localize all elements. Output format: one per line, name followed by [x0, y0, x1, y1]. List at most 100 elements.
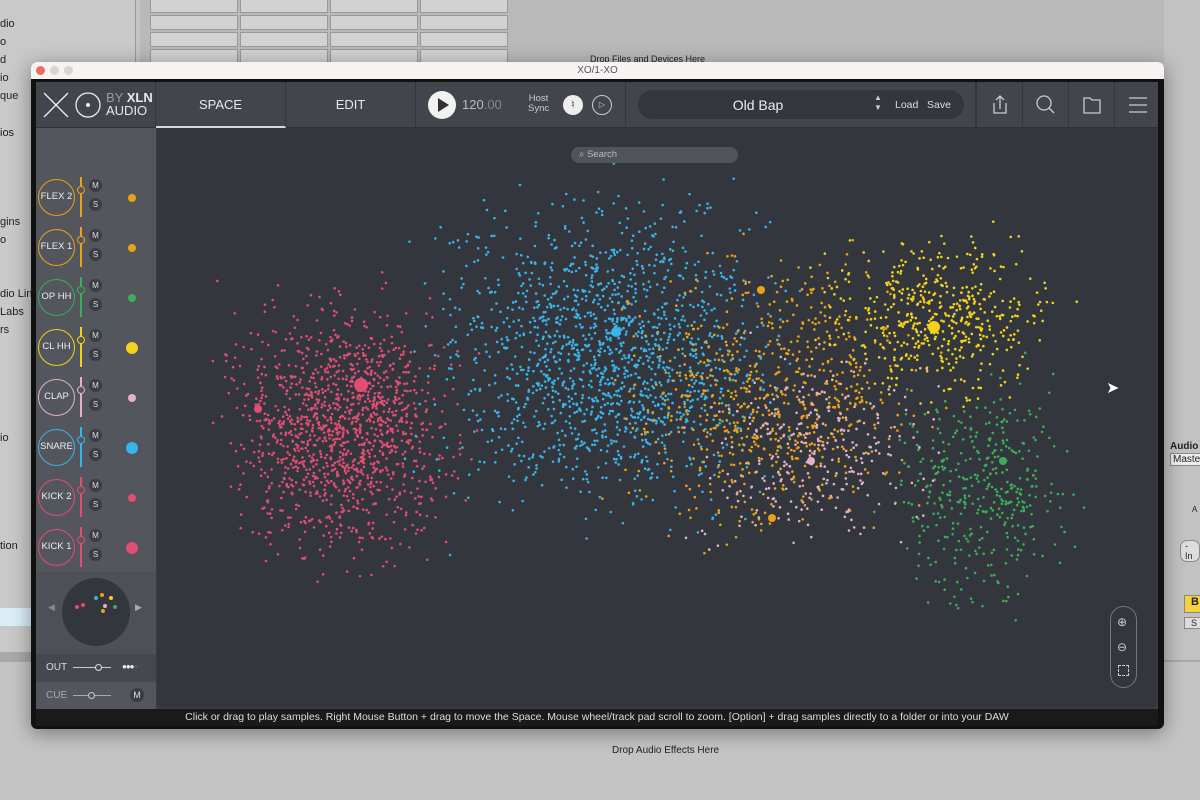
sample-dot[interactable]	[721, 394, 725, 397]
sample-dot[interactable]	[506, 392, 509, 396]
sample-dot[interactable]	[1008, 396, 1012, 399]
sample-dot[interactable]	[387, 473, 390, 476]
sample-dot[interactable]	[715, 352, 718, 355]
sample-dot[interactable]	[919, 402, 922, 405]
sample-dot[interactable]	[909, 354, 913, 358]
sample-dot[interactable]	[661, 203, 664, 207]
sample-dot[interactable]	[318, 495, 322, 498]
sample-dot[interactable]	[844, 416, 848, 419]
sample-dot[interactable]	[1020, 509, 1023, 513]
sample-dot[interactable]	[817, 336, 820, 340]
sample-dot[interactable]	[632, 387, 636, 390]
sample-dot[interactable]	[270, 516, 273, 520]
sample-dot[interactable]	[728, 350, 731, 353]
sample-dot[interactable]	[732, 397, 736, 401]
sample-dot[interactable]	[290, 483, 293, 487]
sample-dot[interactable]	[273, 305, 276, 309]
sample-dot[interactable]	[620, 399, 623, 403]
sample-dot[interactable]	[787, 518, 791, 521]
sample-dot[interactable]	[298, 488, 302, 492]
sample-dot[interactable]	[629, 278, 632, 281]
sample-dot[interactable]	[571, 262, 575, 266]
sample-dot[interactable]	[676, 334, 680, 337]
sample-dot[interactable]	[1002, 418, 1006, 421]
sample-dot[interactable]	[547, 334, 551, 338]
sample-dot[interactable]	[264, 418, 268, 422]
sample-dot[interactable]	[654, 404, 657, 408]
sample-dot[interactable]	[285, 484, 289, 488]
sample-dot[interactable]	[520, 459, 523, 463]
sample-dot[interactable]	[588, 369, 592, 373]
sample-dot[interactable]	[865, 401, 868, 404]
sample-dot[interactable]	[356, 499, 359, 503]
sample-dot[interactable]	[347, 417, 351, 421]
sample-dot[interactable]	[761, 477, 764, 480]
sample-dot[interactable]	[712, 273, 716, 276]
sample-dot[interactable]	[528, 278, 531, 281]
sample-dot[interactable]	[995, 347, 999, 351]
sample-dot[interactable]	[885, 283, 889, 287]
sample-dot[interactable]	[303, 398, 306, 401]
sample-dot[interactable]	[650, 472, 654, 475]
sample-dot[interactable]	[687, 333, 691, 336]
sample-dot[interactable]	[540, 384, 544, 387]
sample-dot[interactable]	[362, 443, 365, 446]
sample-dot[interactable]	[954, 334, 957, 338]
sample-dot[interactable]	[556, 431, 559, 435]
sample-dot[interactable]	[888, 385, 891, 388]
sample-dot[interactable]	[421, 428, 424, 431]
sample-dot[interactable]	[418, 367, 421, 370]
sample-dot[interactable]	[1005, 531, 1009, 535]
sample-dot[interactable]	[614, 293, 617, 296]
sample-dot[interactable]	[278, 383, 282, 387]
sample-dot[interactable]	[966, 315, 969, 319]
sample-dot[interactable]	[787, 348, 791, 352]
sample-dot[interactable]	[792, 389, 795, 392]
sample-dot[interactable]	[745, 390, 748, 393]
sample-dot[interactable]	[597, 302, 600, 306]
sample-dot[interactable]	[806, 345, 810, 349]
sample-dot[interactable]	[235, 387, 239, 390]
sample-dot[interactable]	[667, 335, 671, 339]
sample-dot[interactable]	[816, 500, 820, 503]
sample-dot[interactable]	[266, 512, 269, 515]
sample-dot[interactable]	[764, 225, 768, 229]
sample-dot[interactable]	[625, 417, 628, 421]
sample-dot[interactable]	[857, 391, 861, 394]
sample-dot[interactable]	[360, 456, 364, 460]
sample-dot[interactable]	[280, 376, 283, 380]
sample-dot[interactable]	[330, 469, 334, 472]
sample-dot[interactable]	[659, 337, 663, 341]
sample-dot[interactable]	[315, 438, 319, 442]
sample-dot[interactable]	[368, 365, 371, 369]
sample-dot[interactable]	[904, 412, 908, 416]
sample-dot[interactable]	[725, 368, 728, 372]
sample-dot[interactable]	[806, 293, 809, 297]
sample-dot[interactable]	[790, 433, 793, 437]
sample-dot[interactable]	[762, 492, 765, 496]
sample-dot[interactable]	[327, 531, 331, 535]
solo-button[interactable]: S	[89, 498, 102, 511]
sample-dot[interactable]	[739, 489, 742, 493]
sample-dot[interactable]	[607, 257, 611, 260]
sample-dot[interactable]	[259, 381, 262, 385]
sample-dot[interactable]	[814, 322, 817, 326]
sample-dot[interactable]	[305, 334, 308, 338]
sample-dot[interactable]	[612, 457, 616, 461]
sample-dot[interactable]	[334, 383, 338, 387]
sample-dot[interactable]	[584, 517, 588, 521]
sample-dot[interactable]	[336, 388, 340, 391]
sample-dot[interactable]	[1065, 449, 1069, 453]
sample-dot[interactable]	[255, 397, 258, 401]
sample-dot[interactable]	[1003, 523, 1006, 527]
sample-dot[interactable]	[324, 370, 327, 374]
sample-dot[interactable]	[650, 367, 653, 371]
sample-dot[interactable]	[882, 334, 886, 337]
sample-dot[interactable]	[988, 328, 992, 331]
sample-dot[interactable]	[918, 446, 921, 449]
sample-dot[interactable]	[584, 263, 588, 267]
sample-dot[interactable]	[991, 468, 995, 471]
channel-volume-fader[interactable]	[80, 527, 82, 567]
sample-dot[interactable]	[333, 364, 336, 368]
sample-dot[interactable]	[662, 286, 666, 290]
